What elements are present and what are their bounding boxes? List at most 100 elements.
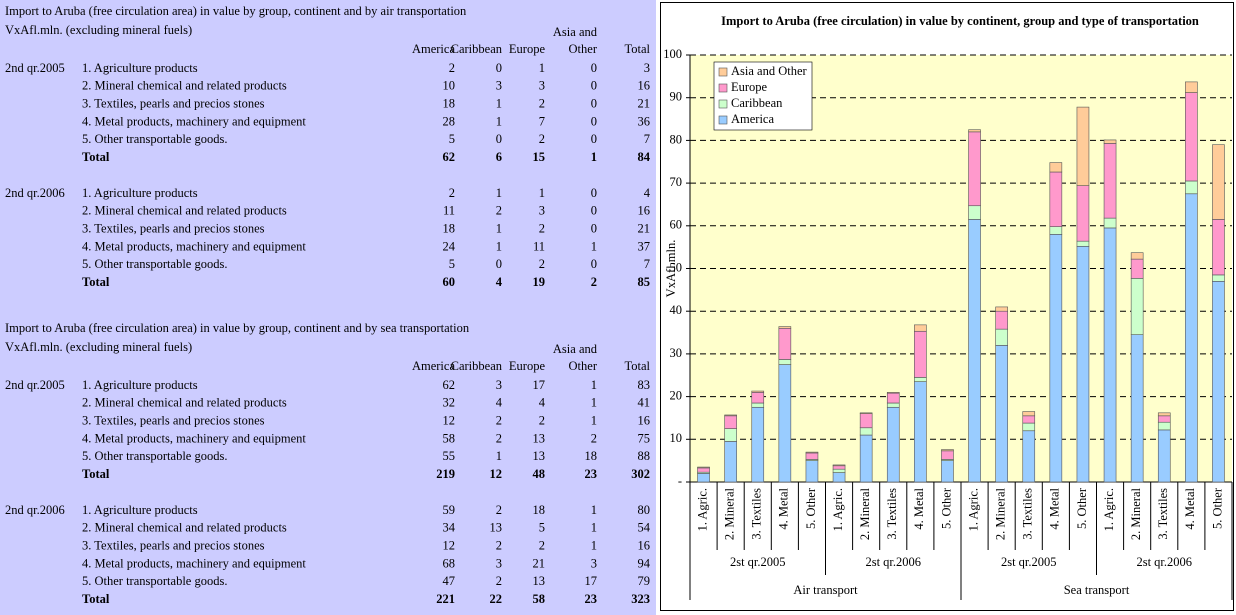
cell: 75 [638,431,651,445]
x-tick-label: 1. Agric. [1102,488,1116,531]
bar-segment [1130,258,1144,279]
cell: 18 [443,96,456,110]
cell: 18 [533,503,546,517]
cell: 6 [496,150,502,164]
row-label: 5. Other transportable goods. [82,132,227,146]
bar-segment [1022,422,1036,432]
cell: 2 [496,574,502,588]
column-header: Other [569,359,598,373]
cell: 15 [533,150,546,164]
column-header: Caribbean [451,42,503,56]
cell: 7 [644,132,650,146]
table-unit: VxAfl.mln. (excluding mineral fuels) [5,23,192,37]
cell: 0 [496,132,502,146]
legend-label: Caribbean [731,96,783,110]
row-label: Total [82,275,110,289]
cell: 221 [436,592,455,606]
bar-segment [1157,412,1171,417]
bar-segment [697,473,710,483]
group-label: 2st qr.2005 [730,555,786,569]
bar-segment [859,434,873,483]
bar-segment [859,427,873,436]
cell: 2 [496,503,502,517]
cell: 84 [638,150,651,164]
bar-segment [968,131,981,207]
cell: 0 [591,96,597,110]
bar-segment [886,406,900,483]
cell: 16 [638,413,651,427]
y-tick-label: 70 [670,175,683,189]
row-label: Total [82,150,110,164]
column-header: Europe [509,359,546,373]
cell: 3 [539,79,545,93]
cell: 3 [644,61,650,75]
cell: 1 [591,150,597,164]
column-header: Total [624,359,650,373]
y-tick-label: 90 [670,90,683,104]
column-header: Total [624,42,650,56]
cell: 1 [496,239,502,253]
x-tick-label: 5. Other [804,487,818,529]
bar-segment [751,406,765,483]
bar-segment [724,441,737,483]
bar-segment [995,306,1008,312]
bar-segment [914,330,927,378]
row-label: 4. Metal products, machinery and equipme… [82,431,306,445]
cell: 83 [638,378,651,392]
bar-segment [1157,429,1171,483]
bar-segment [832,468,846,473]
cell: 1 [591,538,597,552]
legend-swatch [718,99,728,109]
cell: 18 [443,221,456,235]
cell: 13 [533,574,546,588]
bar-segment [1076,240,1090,247]
group-label: 2st qr.2006 [1136,555,1192,569]
bar-segment [1212,144,1225,220]
cell: 1 [591,396,597,410]
bar-segment [995,328,1008,346]
cell: 3 [496,378,502,392]
cell: 2 [591,431,597,445]
y-tick-label: 100 [663,47,682,61]
cell: 302 [631,467,650,481]
y-tick-label: 80 [670,132,683,146]
cell: 2 [539,538,545,552]
row-label: 5. Other transportable goods. [82,257,227,271]
cell: 80 [638,503,651,517]
bar-segment [968,205,981,220]
bar-segment [1130,278,1144,335]
bar-segment [1157,421,1171,431]
bar-segment [914,377,927,382]
cell: 2 [496,431,502,445]
cell: 3 [496,79,502,93]
bar-segment [805,460,819,483]
bar-segment [724,415,737,429]
cell: 1 [591,378,597,392]
cell: 0 [591,186,597,200]
cell: 94 [638,556,651,570]
legend-swatch [718,115,728,125]
cell: 2 [539,132,545,146]
cell: 22 [490,592,503,606]
cell: 1 [496,186,502,200]
cell: 0 [591,79,597,93]
cell: 2 [496,204,502,218]
cell: 5 [449,257,455,271]
cell: 1 [539,61,545,75]
cell: 47 [443,574,456,588]
cell: 32 [443,396,456,410]
row-label: 2. Mineral chemical and related products [82,79,287,93]
cell: 0 [591,114,597,128]
legend-label: Asia and Other [731,64,808,78]
cell: 1 [496,449,502,463]
cell: 1 [496,221,502,235]
bar-segment [1212,274,1225,282]
bar-segment [1103,217,1117,229]
cell: 13 [533,431,546,445]
row-label: 5. Other transportable goods. [82,574,227,588]
cell: 12 [490,467,503,481]
y-tick-label: 20 [670,388,683,402]
cell: 7 [644,257,650,271]
bar-segment [1049,171,1063,227]
y-tick-label: 60 [670,218,683,232]
